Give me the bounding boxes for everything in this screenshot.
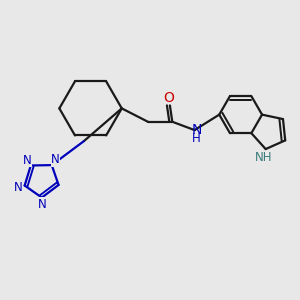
Text: H: H (192, 132, 201, 145)
Text: N: N (14, 181, 23, 194)
Text: N: N (191, 123, 202, 137)
Text: N: N (22, 154, 31, 167)
Text: N: N (51, 153, 60, 166)
Text: N: N (38, 198, 46, 211)
Text: O: O (163, 91, 174, 105)
Text: NH: NH (255, 151, 273, 164)
